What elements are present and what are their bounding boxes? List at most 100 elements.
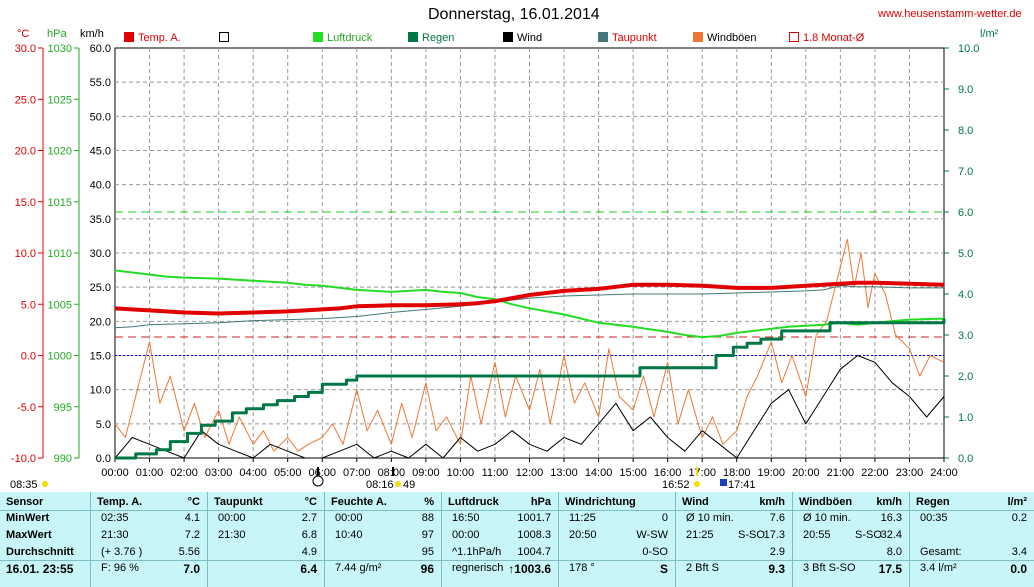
legend-item: Wind	[503, 31, 542, 45]
pressure-tick: 1025	[48, 94, 72, 106]
max-direction: S-SO	[855, 529, 882, 541]
max-time: 20:55	[803, 529, 831, 541]
legend-swatch	[693, 32, 703, 42]
rain-tick: 0.0	[958, 453, 973, 465]
temp-tick: -10.0	[11, 453, 36, 465]
x-tick: 16:00	[654, 467, 682, 479]
rain-tick: 3.0	[958, 330, 973, 342]
x-tick: 22:00	[861, 467, 889, 479]
pressure-tick: 1005	[48, 299, 72, 311]
avg-value: 95	[421, 546, 434, 558]
moonset-icon	[720, 479, 727, 486]
now-note: 7.44 g/m²	[335, 562, 382, 574]
wind-unit-label: km/h	[80, 28, 104, 40]
temp-tick: 5.0	[21, 299, 36, 311]
x-tick: 07:00	[343, 467, 371, 479]
x-tick: 18:00	[723, 467, 751, 479]
col-temp: Temp. A. °C 02:35 4.1 21:30 7.2 (+ 3.76 ) 5.56 F…	[90, 492, 207, 587]
row-label-now: 16.01. 23:55	[6, 562, 74, 576]
now-value: 9.3	[768, 562, 785, 576]
legend-swatch	[789, 32, 799, 42]
temp-tick: 30.0	[15, 43, 36, 55]
temp-tick: 10.0	[15, 248, 36, 260]
wind-tick: 10.0	[90, 385, 111, 397]
legend-swatch	[598, 32, 608, 42]
pressure-tick: 1015	[48, 197, 72, 209]
col-wind: Wind km/h Ø 10 min. 7.6 21:25 S-SO 17.3 2.9 2 Bf…	[675, 492, 792, 587]
min-time: 02:35	[101, 512, 129, 524]
temp-tick: 25.0	[15, 94, 36, 106]
x-tick: 20:00	[792, 467, 820, 479]
legend-label: Regen	[422, 32, 455, 44]
x-tick: 17:00	[688, 467, 716, 479]
max-time: 10:40	[335, 529, 363, 541]
min-time: 00:35	[920, 512, 948, 524]
series-tempa	[114, 280, 945, 316]
x-tick: 11:00	[482, 467, 509, 479]
temp-tick: 20.0	[15, 146, 36, 158]
temp-tick: 0.0	[21, 351, 36, 363]
min-value: 7.6	[769, 512, 785, 524]
col-row-labels: Sensor MinWert MaxWert Durchschnitt 16.01. 2…	[0, 492, 90, 587]
wind-tick: 15.0	[90, 351, 111, 363]
series-taupunkt	[114, 285, 944, 329]
site-link[interactable]: www.heusenstamm-wetter.de	[878, 8, 1022, 20]
wind-tick: 40.0	[90, 180, 111, 192]
min-time: 00:00	[218, 512, 246, 524]
x-tick: 06:00	[308, 467, 336, 479]
temp-tick: -5.0	[17, 402, 36, 414]
rain-tick: 6.0	[958, 207, 973, 219]
pressure-tick: 1020	[48, 146, 72, 158]
now-value: 7.0	[183, 562, 200, 576]
legend-item: Taupunkt	[598, 31, 657, 45]
now-value: 17.5	[878, 562, 902, 576]
avg-value: 2.9	[769, 546, 785, 558]
rain-tick: 9.0	[958, 84, 973, 96]
moon-time-label: 08:16	[366, 479, 394, 491]
row-label-sensor: Sensor	[6, 496, 44, 508]
max-time: 20:50	[569, 529, 597, 541]
legend-item: Regen	[408, 31, 454, 45]
row-label-avg: Durchschnitt	[6, 546, 74, 558]
min-value: 4.1	[184, 512, 200, 524]
col-unit: l/m²	[1007, 496, 1027, 508]
legend-label: 1.8 Monat-Ø	[803, 32, 865, 44]
wind-tick: 55.0	[90, 77, 111, 89]
col-dir: Windrichtung 11:25 0 20:50 W-SW 0-SO 178 ° S	[558, 492, 675, 587]
col-rain: Regen l/m² 00:35 0.2 Gesamt: 3.4 3.4 l/m² 0.0	[909, 492, 1034, 587]
x-tick: 15:00	[619, 467, 647, 479]
x-tick: 13:00	[550, 467, 578, 479]
wind-tick: 50.0	[90, 111, 111, 123]
col-dew: Taupunkt °C 00:00 2.7 21:30 6.8 4.9 6.4	[207, 492, 324, 587]
col-unit: %	[424, 496, 434, 508]
col-unit: hPa	[530, 496, 551, 508]
row-label-min: MinWert	[6, 512, 50, 524]
now-value: 6.4	[300, 562, 317, 576]
row-label-max: MaxWert	[6, 529, 52, 541]
max-value: 17.3	[763, 529, 785, 541]
legend-swatch	[313, 32, 323, 42]
rain-tick: 8.0	[958, 125, 973, 137]
legend-item: Luftdruck	[313, 31, 372, 45]
avg-value: 8.0	[886, 546, 902, 558]
legend-item: 1.8 Monat-Ø	[789, 31, 864, 45]
avg-value: 1004.7	[517, 546, 551, 558]
legend-item: Windböen	[693, 31, 757, 45]
min-value: 0.2	[1011, 512, 1027, 524]
x-tick: 04:00	[239, 467, 267, 479]
wind-tick: 35.0	[90, 214, 111, 226]
sunrise-label: 08:35	[10, 479, 38, 491]
rain-tick: 4.0	[958, 289, 973, 301]
max-value: 6.8	[301, 529, 317, 541]
min-value: 2.7	[301, 512, 317, 524]
max-time: 21:25	[686, 529, 714, 541]
max-value: W-SW	[636, 529, 668, 541]
avg-note: ^1.1hPa/h	[452, 546, 502, 558]
rain-tick: 7.0	[958, 166, 973, 178]
x-tick: 14:00	[585, 467, 613, 479]
x-tick: 03:00	[205, 467, 233, 479]
col-unit: °C	[304, 496, 317, 508]
col-unit: °C	[187, 496, 200, 508]
x-tick: 00:00	[101, 467, 129, 479]
max-value: 97	[421, 529, 434, 541]
